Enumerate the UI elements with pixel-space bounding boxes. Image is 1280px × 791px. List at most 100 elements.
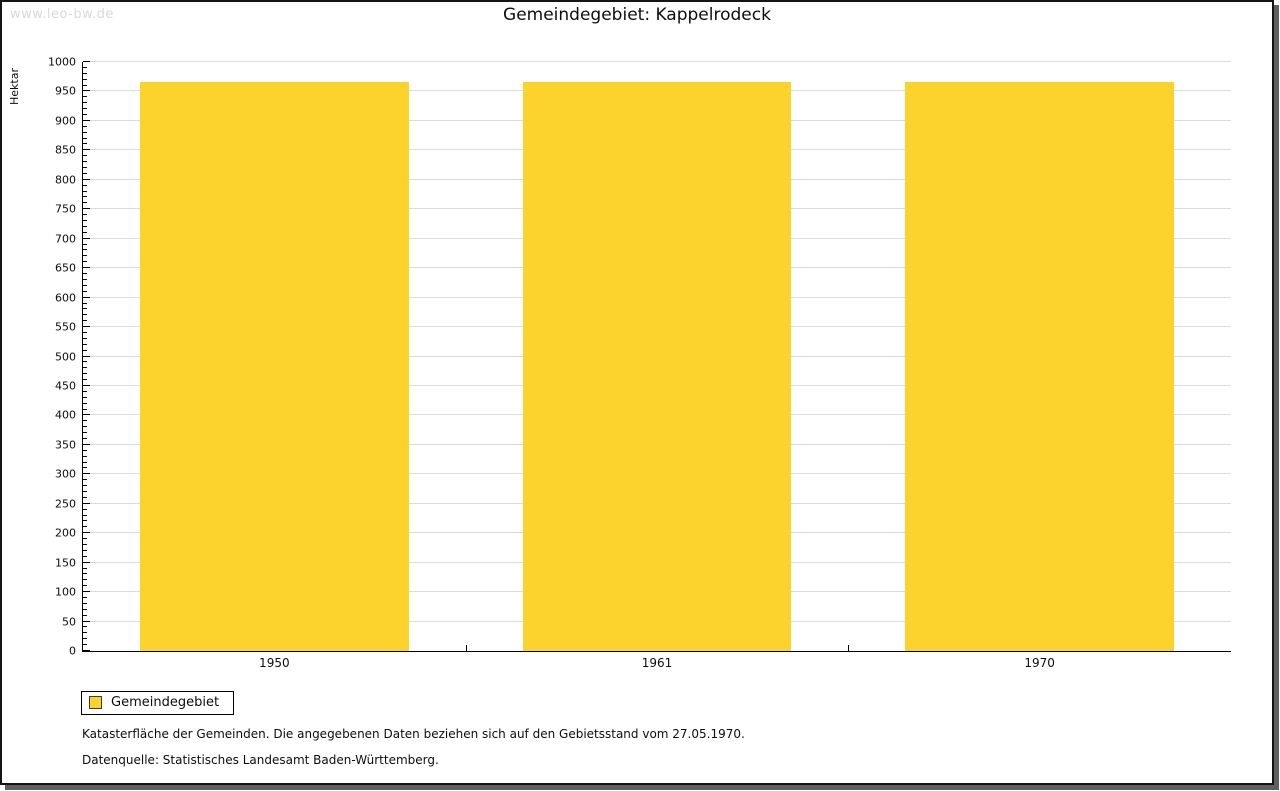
y-major-tick	[83, 620, 90, 622]
y-major-tick	[83, 326, 90, 328]
y-minor-tick	[83, 508, 87, 510]
y-minor-tick	[83, 567, 87, 569]
y-minor-tick	[83, 202, 87, 204]
y-minor-tick	[83, 96, 87, 98]
y-minor-tick	[83, 396, 87, 398]
y-tick-label: 900	[55, 114, 76, 128]
x-boundary-tick	[848, 645, 850, 651]
y-minor-tick	[83, 102, 87, 104]
y-minor-tick	[83, 308, 87, 310]
y-minor-tick	[83, 467, 87, 469]
y-major-tick	[83, 473, 90, 475]
y-major-tick	[83, 149, 90, 151]
y-minor-tick	[83, 608, 87, 610]
y-minor-tick	[83, 426, 87, 428]
y-minor-tick	[83, 449, 87, 451]
y-minor-tick	[83, 390, 87, 392]
y-minor-tick	[83, 125, 87, 127]
y-tick-label: 950	[55, 84, 76, 98]
y-major-tick	[83, 90, 90, 92]
y-minor-tick	[83, 555, 87, 557]
y-minor-tick	[83, 349, 87, 351]
x-boundary-tick	[465, 645, 467, 651]
y-tick-label: 0	[69, 644, 76, 658]
legend-swatch-gemeindegebiet	[89, 696, 102, 709]
y-minor-tick	[83, 214, 87, 216]
y-major-tick	[83, 237, 90, 239]
y-minor-tick	[83, 290, 87, 292]
y-tick-label: 250	[55, 497, 76, 511]
y-minor-tick	[83, 579, 87, 581]
y-tick-label: 350	[55, 438, 76, 452]
y-minor-tick	[83, 379, 87, 381]
y-minor-tick	[83, 602, 87, 604]
y-minor-tick	[83, 626, 87, 628]
y-minor-tick	[83, 514, 87, 516]
y-minor-tick	[83, 485, 87, 487]
y-minor-tick	[83, 402, 87, 404]
y-minor-tick	[83, 249, 87, 251]
footnote-source-note: Katasterfläche der Gemeinden. Die angege…	[82, 727, 745, 741]
y-tick-label: 300	[55, 467, 76, 481]
y-minor-tick	[83, 585, 87, 587]
y-tick-label: 1000	[48, 55, 76, 69]
y-minor-tick	[83, 520, 87, 522]
y-minor-tick	[83, 408, 87, 410]
y-tick-label: 650	[55, 261, 76, 275]
y-minor-tick	[83, 632, 87, 634]
y-major-tick	[83, 267, 90, 269]
y-minor-tick	[83, 261, 87, 263]
y-minor-tick	[83, 161, 87, 163]
y-major-tick	[83, 650, 90, 651]
y-minor-tick	[83, 278, 87, 280]
y-tick-label: 750	[55, 202, 76, 216]
y-minor-tick	[83, 526, 87, 528]
y-major-tick	[83, 178, 90, 180]
y-major-tick	[83, 561, 90, 563]
y-tick-label: 700	[55, 232, 76, 246]
y-minor-tick	[83, 420, 87, 422]
chart-title: Gemeindegebiet: Kappelrodeck	[503, 5, 771, 25]
y-major-tick	[83, 502, 90, 504]
y-minor-tick	[83, 273, 87, 275]
y-minor-tick	[83, 373, 87, 375]
y-minor-tick	[83, 479, 87, 481]
y-minor-tick	[83, 437, 87, 439]
y-minor-tick	[83, 337, 87, 339]
bar-1970	[905, 82, 1174, 651]
y-major-tick	[83, 119, 90, 121]
y-major-tick	[83, 414, 90, 416]
y-minor-tick	[83, 196, 87, 198]
y-tick-label: 200	[55, 526, 76, 540]
y-tick-label: 850	[55, 143, 76, 157]
y-minor-tick	[83, 131, 87, 133]
y-tick-label: 800	[55, 173, 76, 187]
y-minor-tick	[83, 184, 87, 186]
x-tick-label-1950: 1950	[259, 656, 290, 670]
y-minor-tick	[83, 432, 87, 434]
y-minor-tick	[83, 137, 87, 139]
y-minor-tick	[83, 302, 87, 304]
y-minor-tick	[83, 455, 87, 457]
y-minor-tick	[83, 549, 87, 551]
y-minor-tick	[83, 367, 87, 369]
legend: Gemeindegebiet	[81, 691, 235, 715]
y-minor-tick	[83, 172, 87, 174]
y-major-tick	[83, 296, 90, 298]
y-minor-tick	[83, 72, 87, 74]
y-tick-label: 50	[62, 615, 76, 629]
y-minor-tick	[83, 84, 87, 86]
y-tick-label: 450	[55, 379, 76, 393]
y-minor-tick	[83, 490, 87, 492]
y-minor-tick	[83, 343, 87, 345]
y-minor-tick	[83, 167, 87, 169]
y-major-tick	[83, 384, 90, 386]
x-tick-label-1970: 1970	[1024, 656, 1055, 670]
y-minor-tick	[83, 597, 87, 598]
y-minor-tick	[83, 143, 87, 145]
watermark: www.leo-bw.de	[10, 7, 114, 22]
plot-area: 0 50 100 150 200 250 300 350 400 450 500 550 600 650 7…	[48, 57, 1231, 670]
y-tick-label: 550	[55, 320, 76, 334]
